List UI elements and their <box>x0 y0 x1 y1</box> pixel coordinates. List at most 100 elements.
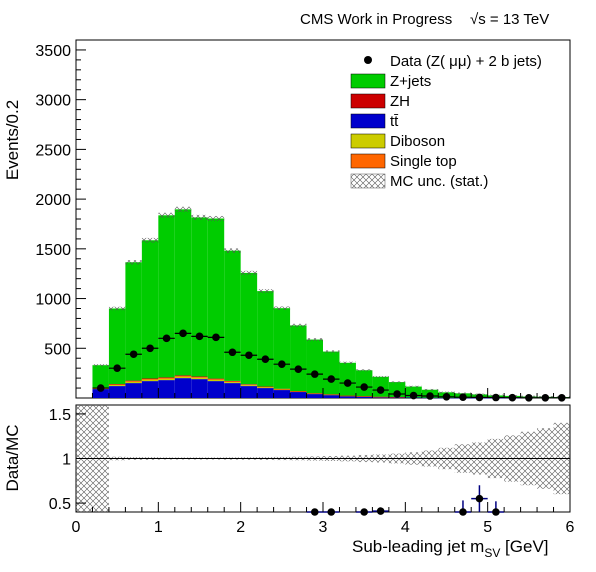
legend-zh-label: ZH <box>390 93 410 110</box>
legend-ttbar-swatch <box>350 113 386 129</box>
bar-zh-13 <box>306 393 323 394</box>
bar-zjets-18 <box>388 382 406 398</box>
bar-zjets-16 <box>355 370 373 397</box>
data-point-5 <box>179 329 187 338</box>
bar-diboson-2 <box>125 381 142 384</box>
ratio-ytick-label-2: 1.5 <box>49 407 71 424</box>
bar-singletop-4 <box>158 378 175 379</box>
ratio-point-1 <box>327 508 336 516</box>
bar-ttbar-9 <box>240 386 258 398</box>
legend-unc-label: MC unc. (stat.) <box>390 173 488 190</box>
bar-zjets-15 <box>339 362 356 396</box>
legend-zh-swatch <box>350 93 386 109</box>
bar-zh-8 <box>224 380 241 382</box>
mc-unc-band-17 <box>372 375 389 378</box>
data-point-22 <box>459 393 467 402</box>
legend-zjets-swatch <box>350 73 386 89</box>
data-point-28 <box>557 394 566 402</box>
bar-ttbar-4 <box>158 380 175 398</box>
data-point-1 <box>113 364 121 372</box>
bar-zjets-2 <box>125 262 142 381</box>
mc-unc-band-2 <box>125 260 142 265</box>
x-tick-label-6: 6 <box>566 519 575 536</box>
bar-ttbar-16 <box>355 396 373 398</box>
data-point-25 <box>508 393 517 402</box>
mc-unc-band-7 <box>207 215 225 222</box>
ratio-point-6 <box>492 508 500 516</box>
data-point-4 <box>162 334 171 343</box>
bar-zh-2 <box>125 380 142 382</box>
ratio-ytick-label-0: 0.5 <box>49 496 71 513</box>
bar-singletop-11 <box>273 389 291 390</box>
ratio-ylabel: Data/MC <box>3 424 22 491</box>
legend-diboson-label: Diboson <box>390 133 445 150</box>
data-point-16 <box>360 383 368 391</box>
legend-data-marker <box>364 56 372 64</box>
x-tick-label-5: 5 <box>483 519 492 536</box>
bar-zjets-7 <box>207 218 225 379</box>
main-ytick-label-2: 1500 <box>35 242 71 259</box>
bar-zjets-5 <box>174 209 192 376</box>
data-point-19 <box>409 391 418 400</box>
bar-zjets-1 <box>108 308 126 385</box>
mc-unc-band-20 <box>421 388 439 391</box>
data-point-7 <box>212 333 220 342</box>
data-point-2 <box>129 350 138 359</box>
data-point-15 <box>343 379 352 387</box>
data-point-14 <box>327 375 336 383</box>
bar-diboson-1 <box>108 385 126 387</box>
legend-ttbar-label: tt̄ <box>390 113 399 130</box>
bar-singletop-1 <box>108 384 126 386</box>
bar-ttbar-15 <box>339 396 356 398</box>
bar-zjets-11 <box>273 308 291 389</box>
data-point-21 <box>442 393 451 401</box>
ratio-point-4 <box>459 508 467 516</box>
x-tick-label-4: 4 <box>401 519 410 536</box>
data-point-9 <box>245 351 253 360</box>
main-ytick-label-5: 3000 <box>35 93 71 110</box>
bar-zh-11 <box>273 388 291 390</box>
data-point-0 <box>96 384 105 392</box>
mc-unc-band-22 <box>454 392 472 395</box>
data-point-12 <box>294 365 303 373</box>
bar-singletop-2 <box>125 380 142 382</box>
bar-ttbar-13 <box>306 394 323 398</box>
bar-ttbar-11 <box>273 390 291 398</box>
mc-unc-band-8 <box>224 248 241 253</box>
mc-unc-band-5 <box>174 206 192 212</box>
mc-unc-band-9 <box>240 270 258 276</box>
bar-zh-15 <box>339 395 356 397</box>
bar-singletop-7 <box>207 379 225 381</box>
data-point-3 <box>146 344 154 353</box>
bar-ttbar-3 <box>141 381 159 398</box>
legend-diboson-swatch <box>350 133 386 149</box>
main-ytick-label-0: 500 <box>44 341 71 358</box>
mc-unc-band-15 <box>339 361 356 364</box>
bar-zh-9 <box>240 384 258 385</box>
legend-singletop-label: Single top <box>390 153 457 170</box>
data-point-11 <box>278 360 286 368</box>
mc-unc-band-3 <box>141 237 159 243</box>
bar-zjets-8 <box>224 250 241 381</box>
data-point-26 <box>525 394 533 402</box>
legend: Data (Z( μμ) + 2 b jets) Z+jets ZH tt̄ D… <box>350 53 542 190</box>
bar-zh-10 <box>257 386 274 388</box>
mc-unc-band-18 <box>388 381 406 383</box>
bar-zjets-4 <box>158 215 175 378</box>
bar-zh-6 <box>191 376 208 378</box>
bar-ttbar-14 <box>323 395 340 398</box>
main-ytick-label-3: 2000 <box>35 192 71 209</box>
bar-ttbar-5 <box>174 378 192 398</box>
bar-zh-1 <box>108 384 126 385</box>
bar-singletop-9 <box>240 384 258 386</box>
bar-zh-3 <box>141 378 159 380</box>
ratio-point-2 <box>360 508 368 516</box>
x-axis-label-unit: [GeV] <box>500 537 548 556</box>
x-tick-label-3: 3 <box>319 519 328 536</box>
legend-unc-swatch <box>350 173 386 189</box>
bar-zh-12 <box>290 391 307 392</box>
mc-unc-band-16 <box>355 369 373 372</box>
bar-zjets-6 <box>191 217 208 377</box>
legend-zjets-label: Z+jets <box>390 73 431 90</box>
